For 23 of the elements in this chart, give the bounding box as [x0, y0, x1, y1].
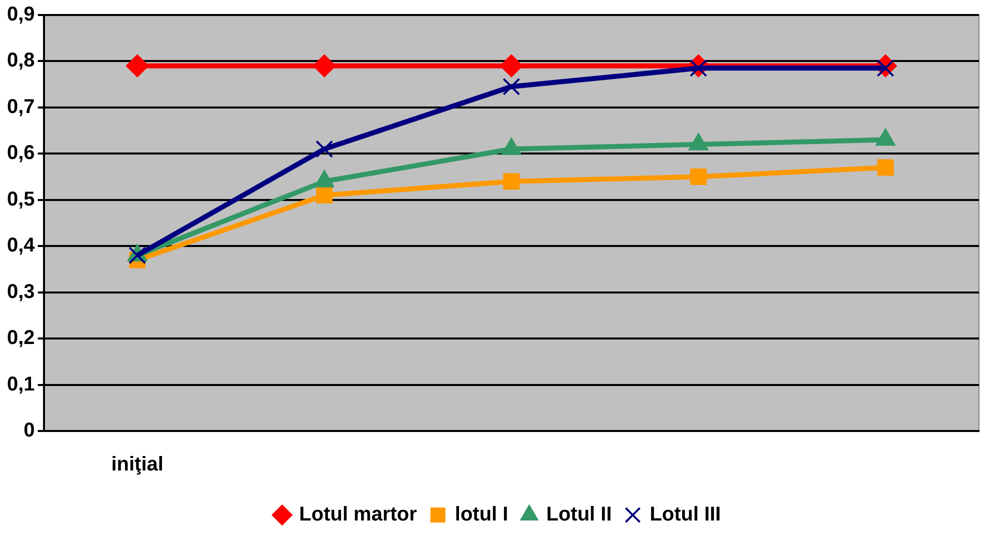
y-tick-label: 0,5: [6, 188, 35, 210]
legend-label: Lotul III: [650, 504, 721, 526]
y-tick-label: 0,2: [6, 327, 35, 350]
point: [316, 186, 333, 204]
legend-label: lotul I: [454, 504, 508, 526]
x-tick-label: iniţial: [111, 454, 164, 476]
y-tick-label: 0,7: [6, 96, 35, 118]
legend-label: Lotul martor: [299, 504, 418, 526]
y-tick-label: 0,3: [6, 280, 35, 303]
y-tick-label: 0,8: [6, 50, 35, 72]
legend-label: Lotul II: [546, 504, 612, 526]
y-tick-label: 0: [24, 420, 35, 442]
point: [877, 159, 894, 176]
point: [503, 173, 520, 190]
point: [316, 140, 334, 158]
point: [690, 168, 707, 186]
y-tick-label: 0,4: [6, 234, 36, 257]
y-tick-label: 0,9: [6, 4, 35, 26]
y-tick-label: 0,6: [6, 142, 35, 164]
point: [502, 78, 520, 96]
point: [126, 54, 149, 78]
y-tick-label: 0,1: [6, 373, 35, 396]
point: [128, 246, 146, 264]
